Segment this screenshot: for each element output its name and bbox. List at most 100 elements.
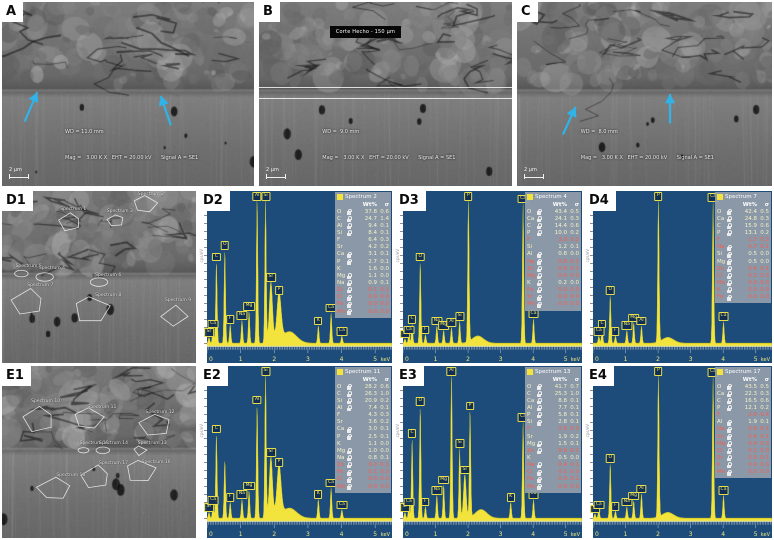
legend-row: Sr 4.2 0.2 xyxy=(337,244,389,251)
sigma-value: 0.4 xyxy=(760,412,769,419)
scale-bar: 2 μm xyxy=(524,167,544,179)
sigma-value: 0.0 xyxy=(380,483,389,490)
x-tick-label: 1 xyxy=(433,356,438,363)
sigma-value: 0.1 xyxy=(760,455,769,461)
lock-cell xyxy=(727,441,734,448)
x-tick-label: 3 xyxy=(498,356,503,363)
lock-icon xyxy=(347,398,352,405)
peak-label: C xyxy=(408,315,417,324)
x-tick-label: 5 xyxy=(373,531,378,538)
scale-bar: 2 μm xyxy=(266,167,286,179)
lock-cell xyxy=(347,294,354,301)
peak-label: C xyxy=(212,424,221,434)
wt-value: 1.1 xyxy=(368,272,377,279)
legend-row: Fe 0.0 0.1 xyxy=(527,476,579,483)
peak-label: Ca xyxy=(593,500,605,510)
sigma-value: 0.3 xyxy=(760,390,769,397)
legend-row: K 0.0 0.0 xyxy=(717,287,769,294)
wt-value: 13.1 xyxy=(744,230,757,237)
eds-spectrum xyxy=(403,376,582,529)
scale-bar-line xyxy=(524,174,544,179)
element-symbol: Sr xyxy=(717,455,723,461)
lock-icon xyxy=(537,391,542,398)
lock-icon xyxy=(727,266,732,273)
lock-cell xyxy=(347,477,354,483)
lock-cell xyxy=(347,469,354,476)
element-symbol: Ca xyxy=(337,426,345,433)
lock-icon xyxy=(347,223,352,230)
lock-cell xyxy=(347,223,354,230)
element-symbol: Sr xyxy=(527,294,533,301)
legend-row: C 16.5 0.6 xyxy=(717,398,769,405)
element-symbol: Na xyxy=(337,455,345,461)
wt-value: 10.0 xyxy=(554,230,567,237)
spectrum-region xyxy=(36,273,53,282)
legend-row: Zn 0.6 0.1 xyxy=(527,448,579,455)
legend-header-sigma: σ xyxy=(384,377,389,383)
lock-icon xyxy=(727,448,732,455)
lock-icon xyxy=(347,484,352,490)
legend-row: Mn 0.0 0.0 xyxy=(717,469,769,476)
spectrum-region-annotations xyxy=(2,191,196,363)
lock-cell xyxy=(727,230,734,237)
wt-value: 0.1 xyxy=(368,469,377,476)
spectrum-region-label: Spectrum 18 xyxy=(56,473,86,479)
wt-value: 2.7 xyxy=(368,258,377,265)
x-tick-label: 1 xyxy=(238,356,243,363)
x-tick-label: 5 xyxy=(753,531,758,538)
lock-icon xyxy=(347,469,352,476)
sem-wd-text: WD = 9.0 mm xyxy=(322,129,360,135)
element-symbol: F xyxy=(337,412,341,419)
peak-label: Na xyxy=(621,497,633,507)
x-tick-label: 3 xyxy=(305,356,310,363)
wt-value: 0.1 xyxy=(748,447,757,454)
lock-icon xyxy=(727,405,732,412)
legend-row: Zn 0.4 0.1 xyxy=(527,266,579,273)
element-symbol: Cl xyxy=(337,476,343,483)
legend-row: Fe 0.0 0.0 xyxy=(527,287,579,294)
element-symbol: F xyxy=(717,237,721,244)
legend-row: Cl 0.1 0.0 xyxy=(527,469,579,476)
lock-icon xyxy=(727,209,732,215)
legend-row: P 10.0 0.2 xyxy=(527,230,579,237)
legend-row: Fe 0.0 0.0 xyxy=(337,301,389,308)
sigma-value: 0.1 xyxy=(570,476,579,483)
peak-label: O xyxy=(605,286,615,295)
element-symbol: Fe xyxy=(337,469,344,476)
peak-label: Ca xyxy=(336,500,348,510)
lock-icon xyxy=(537,419,542,426)
peak-label: P xyxy=(275,458,283,467)
wt-value: 0.0 xyxy=(558,294,567,301)
lock-icon xyxy=(727,427,732,433)
element-symbol: Cl xyxy=(717,447,723,454)
lock-cell xyxy=(347,462,354,469)
peak-label: P xyxy=(654,367,663,376)
wt-value: 22.3 xyxy=(744,390,757,397)
element-symbol: Zn xyxy=(527,265,535,272)
sem-micrograph xyxy=(2,2,254,186)
lock-cell xyxy=(537,223,544,230)
spectrum-region-label: Spectrum 3 xyxy=(106,208,133,214)
legend-row: Cl 0.0 0.0 xyxy=(337,294,389,301)
legend-row: Sr 1.9 0.2 xyxy=(527,434,579,441)
wt-value: 24.7 xyxy=(364,215,377,222)
wt-value: 1.0 xyxy=(368,447,377,454)
legend-row: O 28.2 0.6 xyxy=(337,384,389,391)
wt-value: 0.0 xyxy=(368,294,377,301)
sigma-value: 0.1 xyxy=(570,419,579,426)
lock-icon xyxy=(347,384,352,390)
spectrum-region-label: Spectrum 11 xyxy=(87,404,117,410)
sigma-value: 0.1 xyxy=(570,244,579,251)
sigma-value: 0.6 xyxy=(760,397,769,404)
annotation-arrows xyxy=(2,2,254,186)
wt-value: 0.4 xyxy=(558,462,567,469)
legend-header: Wt% σ xyxy=(337,377,389,384)
sigma-value: 0.3 xyxy=(570,426,579,433)
element-symbol: O xyxy=(337,208,342,215)
wt-value: 42.4 xyxy=(744,208,757,215)
lock-cell xyxy=(727,216,734,223)
lock-cell xyxy=(727,455,734,462)
legend-header-sigma: σ xyxy=(574,202,579,208)
panel-A: A WD = 11.0 mm Mag = 3.00 K X EHT = 20.0… xyxy=(2,2,254,186)
wt-value: 3.9 xyxy=(558,237,567,244)
